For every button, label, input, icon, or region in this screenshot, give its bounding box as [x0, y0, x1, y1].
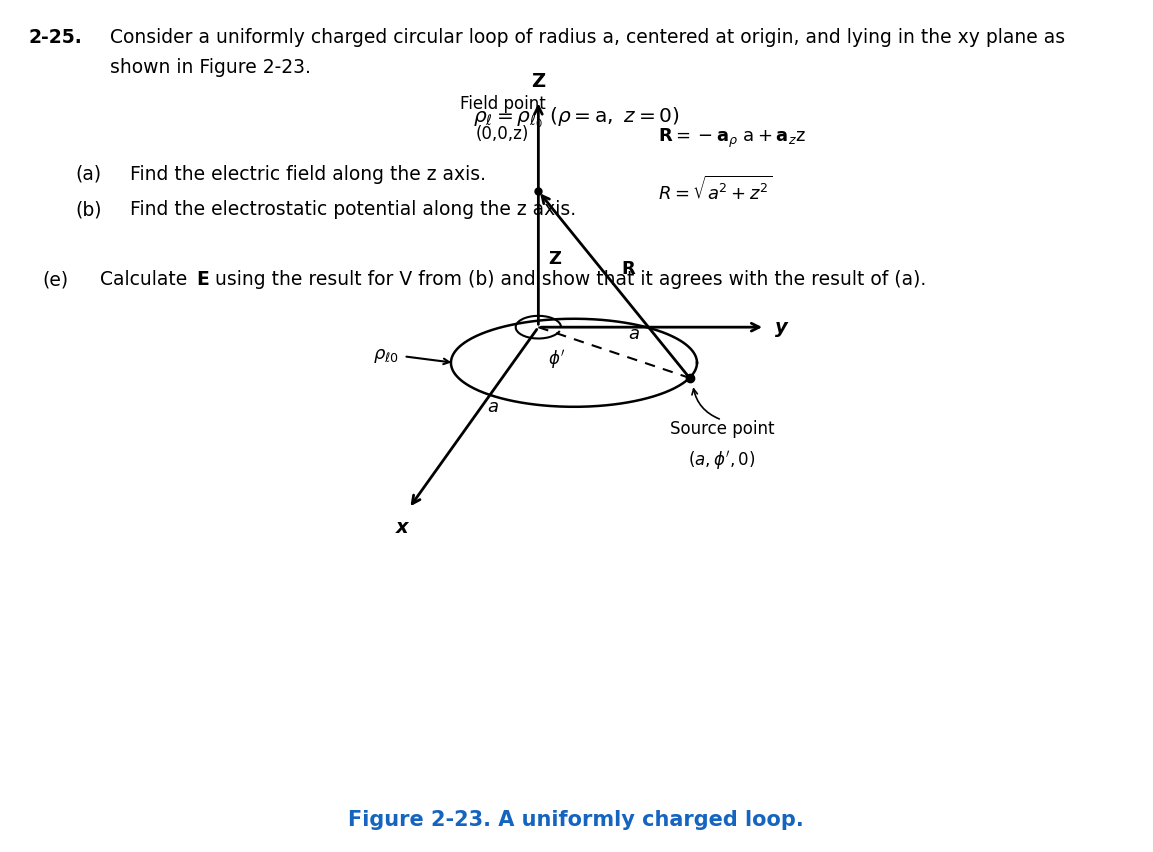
Text: a: a	[628, 325, 639, 343]
Text: Consider a uniformly charged circular loop of radius a, centered at origin, and : Consider a uniformly charged circular lo…	[110, 28, 1065, 47]
Text: (e): (e)	[42, 270, 68, 289]
Text: $\phi'$: $\phi'$	[548, 348, 565, 371]
Text: Find the electric field along the z axis.: Find the electric field along the z axis…	[130, 165, 487, 184]
Text: 2-25.: 2-25.	[28, 28, 82, 47]
Text: $(a,\phi',0)$: $(a,\phi',0)$	[688, 449, 755, 472]
Text: $\mathbf{R} = -\mathbf{a}_\rho\ \mathrm{a} + \mathbf{a}_z \mathrm{z}$: $\mathbf{R} = -\mathbf{a}_\rho\ \mathrm{…	[658, 126, 806, 150]
Text: Figure 2-23. A uniformly charged loop.: Figure 2-23. A uniformly charged loop.	[348, 810, 804, 830]
Text: $R = \sqrt{a^2+z^2}$: $R = \sqrt{a^2+z^2}$	[658, 175, 773, 204]
Text: Z: Z	[532, 72, 545, 91]
Text: a: a	[488, 399, 498, 417]
Text: using the result for V from (b) and show that it agrees with the result of (a).: using the result for V from (b) and show…	[209, 270, 926, 289]
Text: shown in Figure 2-23.: shown in Figure 2-23.	[110, 58, 311, 77]
Text: E: E	[196, 270, 209, 289]
Text: Field point: Field point	[460, 95, 545, 113]
Text: (a): (a)	[75, 165, 101, 184]
Text: R: R	[621, 260, 635, 278]
Text: $\rho_\ell = \rho_{\ell_0}\ (\rho = \mathrm{a},\ z = 0)$: $\rho_\ell = \rho_{\ell_0}\ (\rho = \mat…	[473, 105, 679, 130]
Text: x: x	[397, 518, 408, 538]
Text: Find the electrostatic potential along the z axis.: Find the electrostatic potential along t…	[130, 200, 576, 219]
Text: $\rho_{\ell 0}$: $\rho_{\ell 0}$	[374, 348, 399, 366]
Text: Z: Z	[548, 250, 562, 268]
Text: (0,0,z): (0,0,z)	[476, 124, 529, 142]
Text: Calculate: Calculate	[100, 270, 194, 289]
Text: Source point: Source point	[670, 420, 774, 438]
Text: y: y	[775, 318, 787, 337]
Text: (b): (b)	[75, 200, 101, 219]
